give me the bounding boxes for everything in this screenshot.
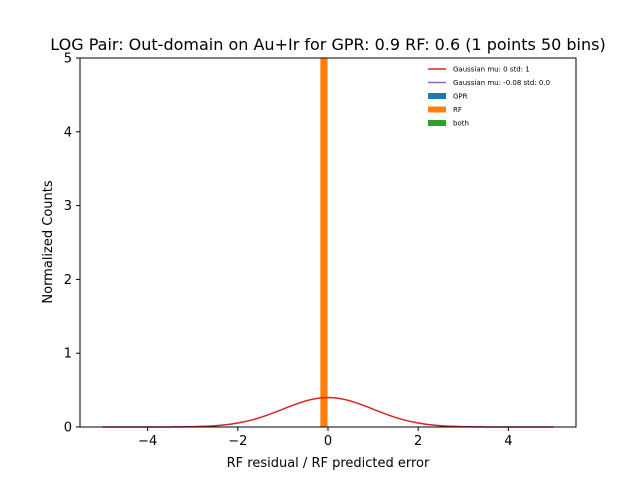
legend-entry-label: Gaussian mu: 0 std: 1 [453,66,530,74]
x-axis-ticks: −4 −2 0 2 4 [138,427,513,449]
x-tick-label: −2 [228,434,247,449]
legend: Gaussian mu: 0 std: 1 Gaussian mu: -0.08 … [428,66,550,128]
x-tick-label: −4 [138,434,157,449]
x-tick-label: 2 [414,434,422,449]
legend-entry-label: both [453,120,469,128]
legend-patch-swatch [428,106,446,113]
legend-entry-label: Gaussian mu: -0.08 std: 0.0 [453,79,550,87]
y-axis-label: Normalized Counts [41,180,56,303]
x-tick-label: 0 [324,434,332,449]
legend-patch-swatch [428,93,446,99]
legend-entry-label: RF [453,106,462,114]
legend-patch-swatch [428,120,446,126]
x-axis-label: RF residual / RF predicted error [227,456,430,471]
legend-entry-label: GPR [453,93,468,101]
histogram-bar-rf [320,58,328,427]
y-tick-label: 5 [64,52,72,67]
y-tick-label: 4 [64,125,72,140]
y-tick-label: 1 [64,347,72,362]
y-tick-label: 2 [64,273,72,288]
y-tick-label: 3 [64,199,72,214]
histogram-bars [320,58,328,427]
y-axis-ticks: 0 1 2 3 4 5 [64,52,80,436]
chart-title: LOG Pair: Out-domain on Au+Ir for GPR: 0… [50,35,605,54]
y-tick-label: 0 [64,421,72,436]
x-tick-label: 4 [504,434,512,449]
